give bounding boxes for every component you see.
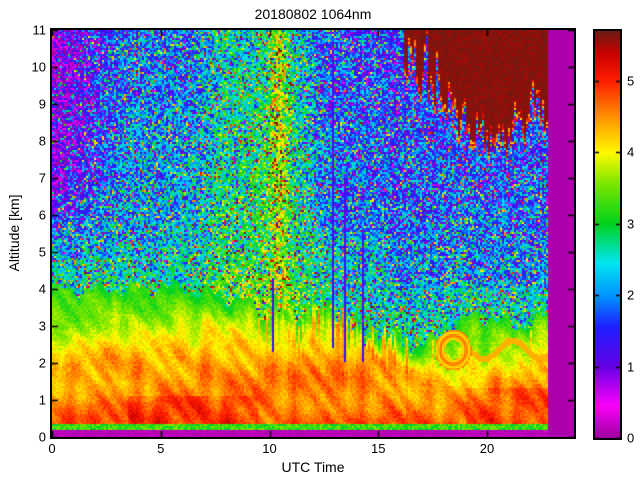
colorbar-tick-label: 0 [627, 430, 635, 446]
colorbar-tick-label: 2 [627, 287, 635, 303]
colorbar-tick-label: 3 [627, 216, 635, 232]
colorbar-tick-label: 4 [627, 144, 635, 160]
plot-area-frame [50, 28, 576, 439]
y-tick-label: 10 [31, 59, 46, 75]
y-tick-label: 7 [38, 170, 46, 186]
y-tick-label: 4 [38, 281, 46, 297]
y-tick-label: 6 [38, 207, 46, 223]
x-tick-label: 10 [262, 441, 277, 456]
colorbar-canvas [595, 31, 620, 438]
y-tick-label: 0 [38, 429, 46, 445]
y-tick-label: 3 [38, 318, 46, 334]
x-tick-label: 20 [479, 441, 495, 456]
heatmap-canvas [52, 30, 574, 437]
y-tick-label: 2 [38, 355, 46, 371]
colorbar-tick-label: 5 [627, 73, 635, 89]
y-tick-label: 1 [38, 392, 46, 408]
y-tick-label: 11 [32, 22, 47, 38]
y-tick-label: 8 [38, 133, 46, 149]
x-tick-label: 5 [157, 441, 165, 456]
y-tick-label: 5 [38, 244, 46, 260]
colorbar-tick-label: 1 [627, 359, 635, 375]
y-axis-label: Altitude [km] [6, 194, 22, 272]
y-tick-label: 9 [38, 96, 46, 112]
colorbar-frame [593, 29, 622, 440]
figure-title: 20180802 1064nm [254, 6, 372, 22]
x-axis-label: UTC Time [281, 459, 345, 475]
x-tick-label: 15 [371, 441, 386, 456]
x-tick-label: 0 [48, 441, 56, 456]
